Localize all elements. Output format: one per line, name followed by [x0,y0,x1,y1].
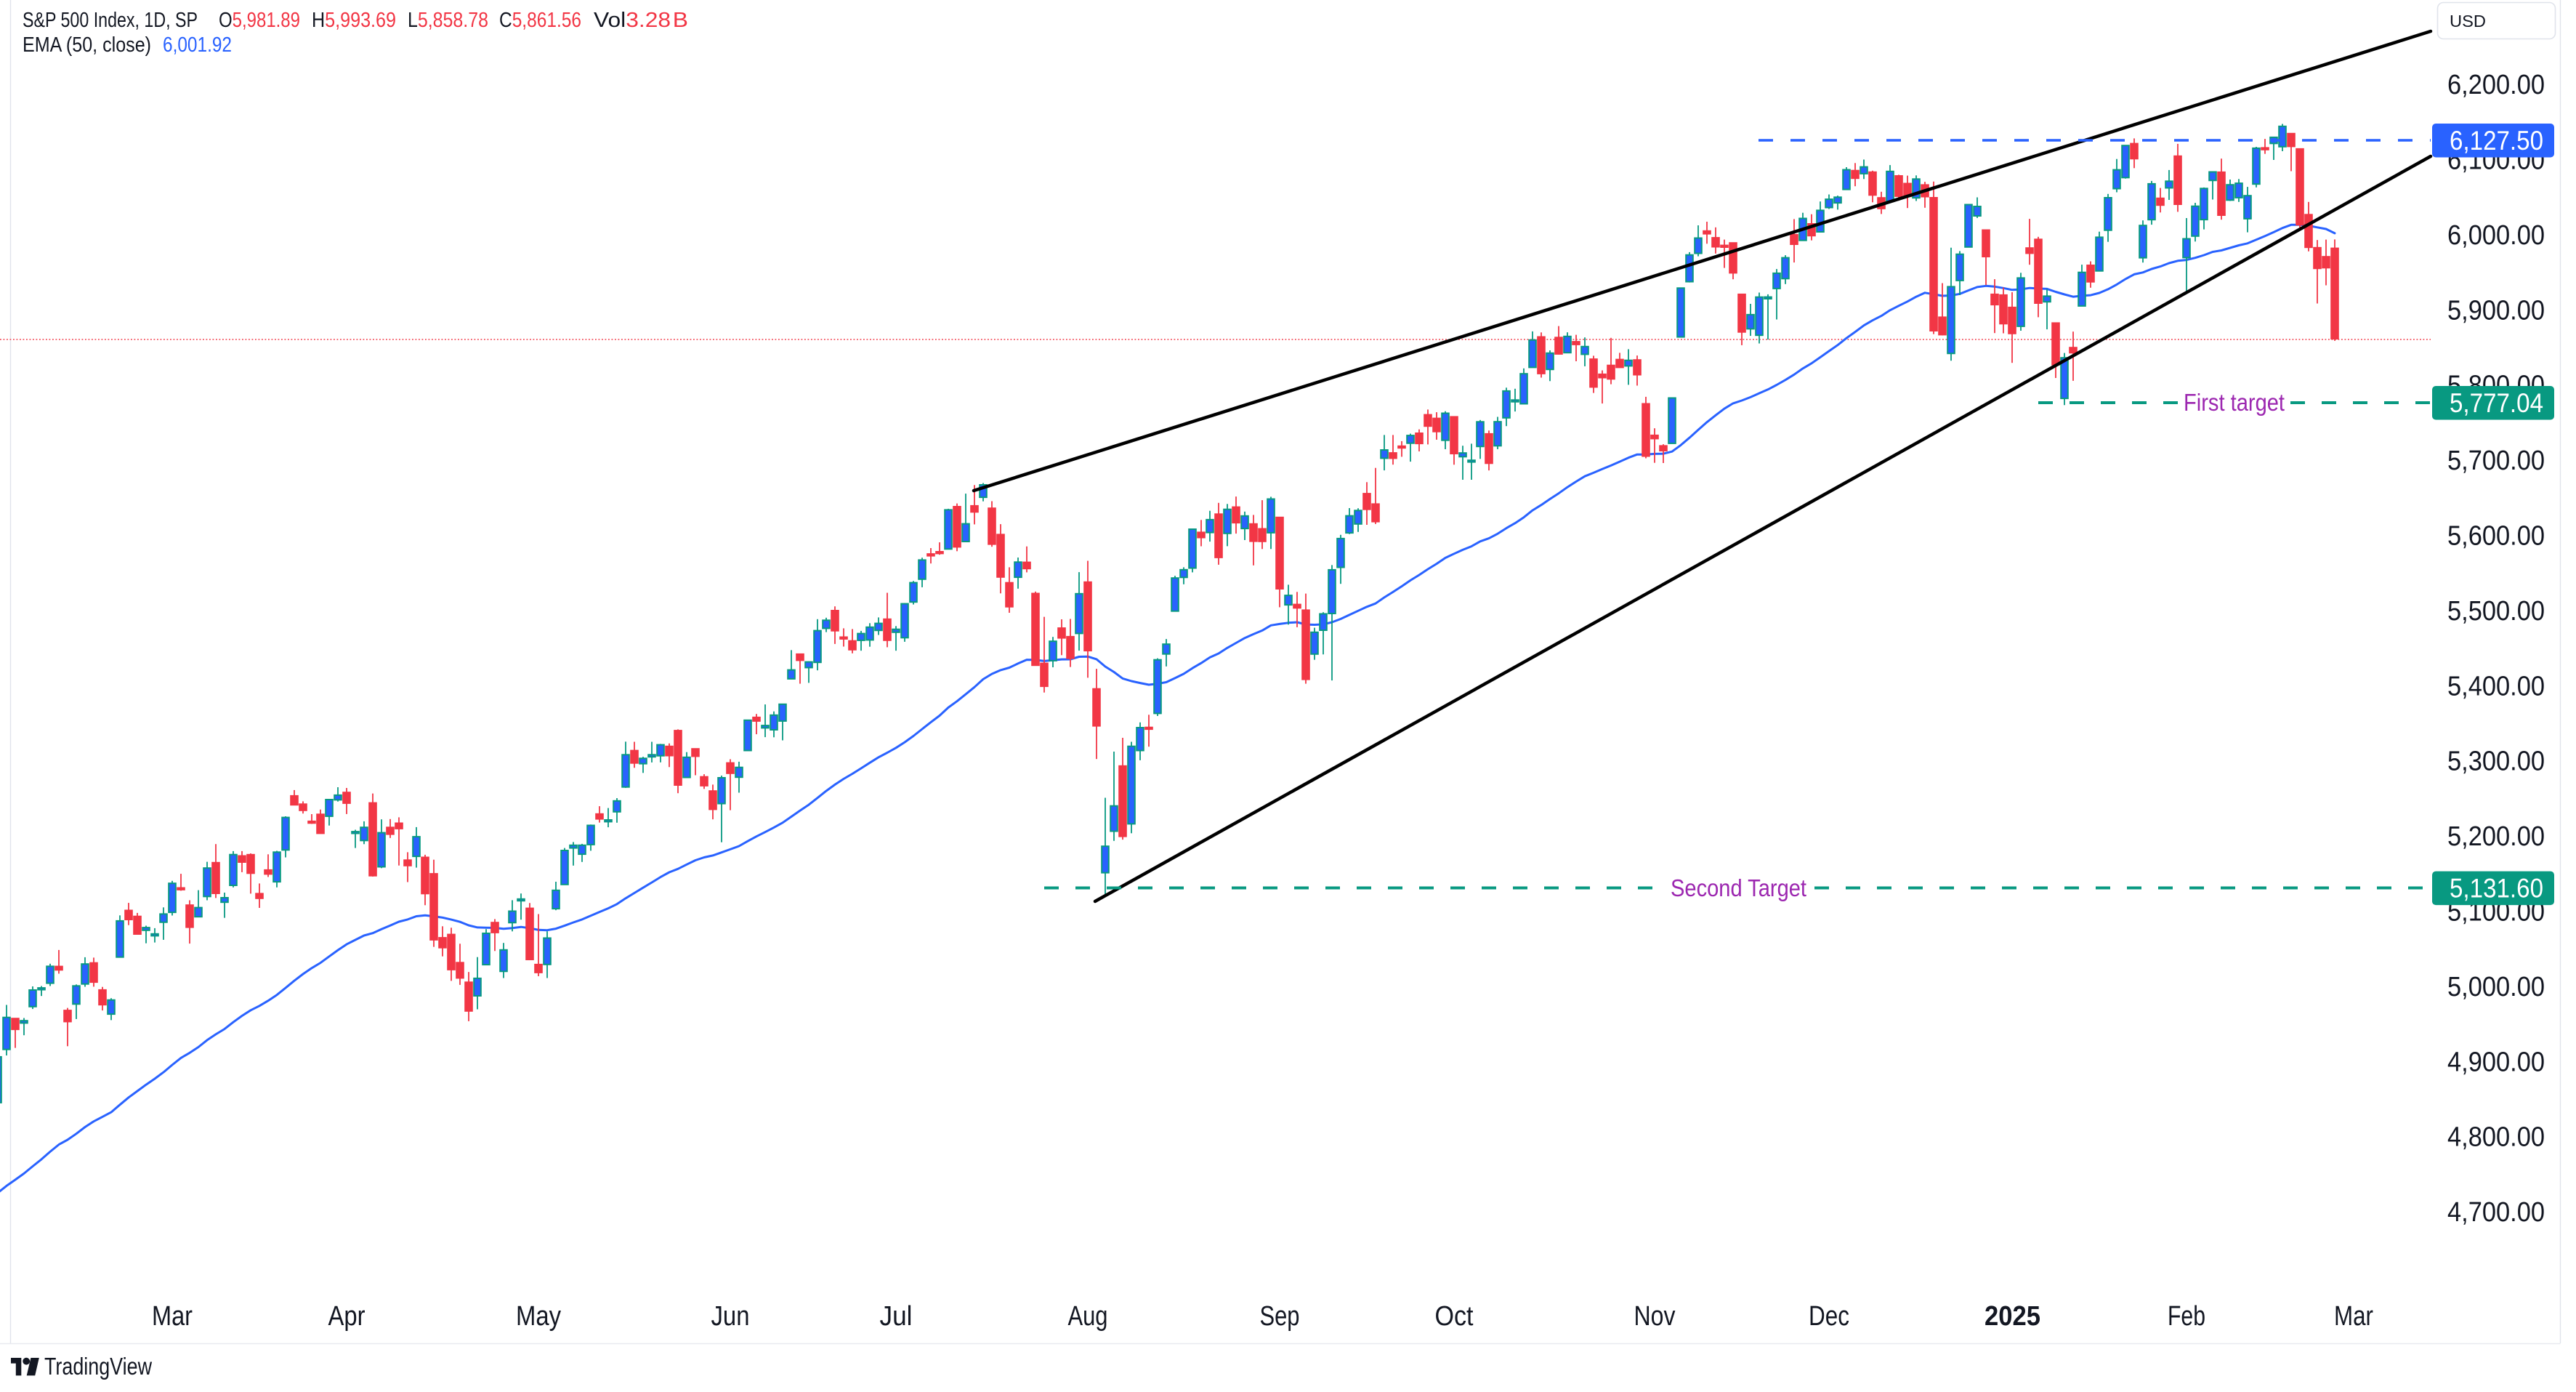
svg-text:S&P 500 Index, 1D, SP: S&P 500 Index, 1D, SP [23,9,198,32]
svg-text:5,131.60: 5,131.60 [2450,874,2543,904]
svg-text:May: May [516,1301,561,1332]
svg-text:5,700.00: 5,700.00 [2447,446,2545,476]
svg-text:5,400.00: 5,400.00 [2447,671,2545,701]
svg-text:5,777.04: 5,777.04 [2450,388,2543,418]
svg-text:Nov: Nov [1634,1301,1676,1332]
svg-text:4,900.00: 4,900.00 [2447,1047,2545,1077]
svg-text:5,900.00: 5,900.00 [2447,295,2545,326]
svg-text:First target: First target [2184,389,2285,416]
svg-text:EMA (50, close): EMA (50, close) [23,33,151,57]
svg-text:Mar: Mar [152,1301,193,1332]
svg-text:Jul: Jul [880,1301,913,1332]
svg-text:2025: 2025 [1985,1301,2040,1332]
svg-text:Aug: Aug [1068,1301,1108,1332]
svg-text:5,500.00: 5,500.00 [2447,596,2545,627]
svg-text:Dec: Dec [1809,1301,1849,1332]
svg-text:Feb: Feb [2168,1301,2205,1332]
svg-text:C5,861.56: C5,861.56 [499,9,581,32]
svg-text:4,700.00: 4,700.00 [2447,1197,2545,1228]
svg-text:Second Target: Second Target [1671,874,1806,901]
svg-text:5,000.00: 5,000.00 [2447,972,2545,1002]
svg-text:H5,993.69: H5,993.69 [312,9,396,32]
svg-text:6,001.92: 6,001.92 [163,33,232,57]
svg-text:5,600.00: 5,600.00 [2447,521,2545,552]
svg-text:6,200.00: 6,200.00 [2447,70,2545,100]
svg-text:Apr: Apr [328,1301,366,1332]
svg-text:6,000.00: 6,000.00 [2447,220,2545,251]
svg-text:Mar: Mar [2334,1301,2373,1332]
svg-text:5,200.00: 5,200.00 [2447,821,2545,852]
svg-text:Sep: Sep [1260,1301,1300,1332]
svg-text:5,300.00: 5,300.00 [2447,747,2545,777]
svg-text:TradingView: TradingView [44,1353,152,1380]
svg-text:Jun: Jun [711,1301,750,1332]
svg-text:O5,981.89: O5,981.89 [219,9,300,32]
svg-text:6,127.50: 6,127.50 [2450,126,2543,156]
svg-text:Oct: Oct [1435,1301,1474,1332]
svg-text:L5,858.78: L5,858.78 [408,9,488,32]
svg-text:4,800.00: 4,800.00 [2447,1122,2545,1153]
svg-text:USD: USD [2450,12,2486,31]
